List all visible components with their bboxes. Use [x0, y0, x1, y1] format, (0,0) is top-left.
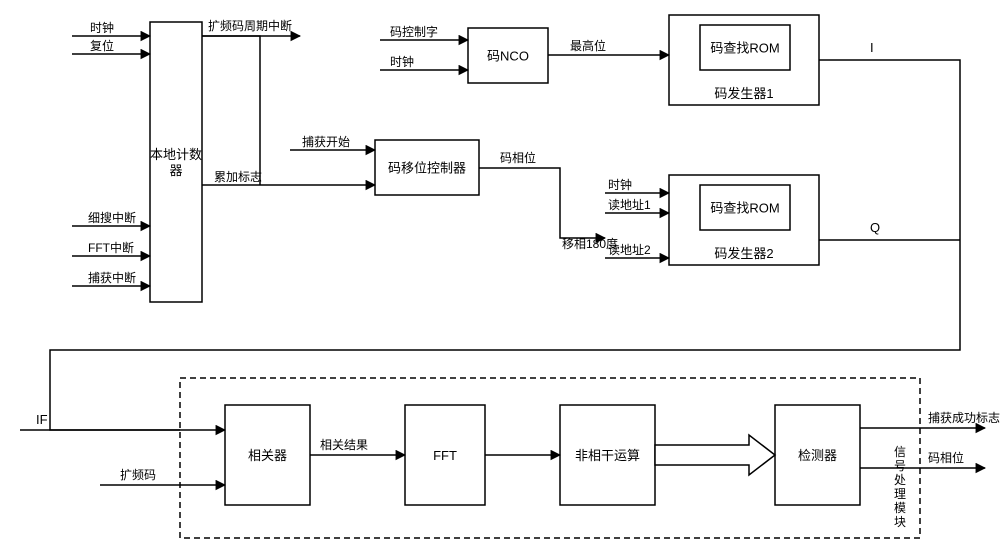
hollow-arrow-nc-to-det [655, 435, 775, 475]
nco-in-label-0: 码控制字 [390, 24, 438, 39]
if-label: IF [36, 412, 48, 427]
det-out-label-0: 捕获成功标志 [928, 410, 1000, 425]
box-label-rom1: 码查找ROM [710, 41, 779, 56]
shift-in-label-0: 捕获开始 [302, 134, 350, 149]
gen2-in-label-2: 读地址2 [608, 243, 651, 257]
nco-to-gen1-label: 最高位 [570, 38, 606, 53]
diagram-canvas: 本地计数器码NCO码发生器1码查找ROM码移位控制器码发生器2码查找ROM相关器… [0, 0, 1000, 549]
box-label-noncoherent: 非相干运算 [575, 448, 640, 463]
nco-in-label-1: 时钟 [390, 54, 414, 69]
det-out-label-1: 码相位 [928, 450, 964, 465]
spread-label: 扩频码 [120, 468, 156, 482]
box-label-fft: FFT [433, 448, 457, 463]
in-label-0: 时钟 [90, 20, 114, 35]
cnt-branch [202, 36, 260, 185]
cnt-in-label-1: FFT中断 [88, 240, 134, 255]
signal-module-label: 信号处理模块 [894, 445, 906, 529]
box-label-correlator: 相关器 [248, 448, 287, 463]
box-label-shift_ctrl: 码移位控制器 [388, 161, 466, 176]
box-label-detector: 检测器 [798, 448, 837, 463]
corr-result-label: 相关结果 [320, 438, 368, 452]
box-label-code_nco: 码NCO [487, 49, 529, 64]
q-label: Q [870, 220, 880, 235]
shift-to-gen2-label: 码相位 [500, 150, 536, 165]
shift-in-label-1: 累加标志 [214, 170, 262, 184]
cnt-in-label-0: 细搜中断 [88, 210, 136, 225]
counter-out-label-0: 扩频码周期中断 [208, 18, 292, 33]
cnt-in-label-2: 捕获中断 [88, 270, 136, 285]
box-label-code_gen1: 码发生器1 [714, 86, 773, 101]
in-label-1: 复位 [90, 38, 114, 53]
box-label-code_gen2: 码发生器2 [714, 246, 773, 261]
shift-to-gen2 [479, 168, 605, 238]
gen2-in-label-0: 时钟 [608, 177, 632, 192]
box-label-rom2: 码查找ROM [710, 201, 779, 216]
box-local_counter [150, 22, 202, 302]
i-label: I [870, 40, 874, 55]
gen2-in-label-1: 读地址1 [608, 198, 651, 212]
